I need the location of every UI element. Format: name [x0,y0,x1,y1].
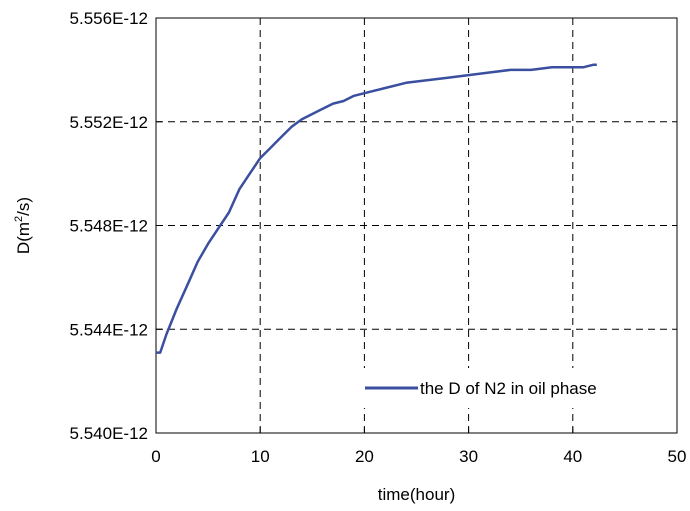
x-tick-label: 0 [151,447,160,466]
x-tick-label: 50 [668,447,687,466]
legend-label: the D of N2 in oil phase [420,379,597,398]
y-axis-title-pre: D(m [14,222,33,254]
x-axis-title: time(hour) [378,485,455,504]
y-axis-title-post: /s) [14,197,33,216]
x-tick-label: 20 [355,447,374,466]
y-tick-label: 5.540E-12 [70,424,148,443]
y-tick-label: 5.556E-12 [70,9,148,28]
series-line-0 [156,63,597,354]
x-tick-label: 30 [459,447,478,466]
x-tick-label: 10 [251,447,270,466]
y-tick-label: 5.552E-12 [70,113,148,132]
y-tick-label: 5.548E-12 [70,217,148,236]
legend: the D of N2 in oil phase [360,368,665,408]
y-axis-title-sup: 2 [13,216,25,222]
y-tick-labels: 5.540E-12 5.544E-12 5.548E-12 5.552E-12 5.55… [70,9,162,443]
y-axis-title: D(m2/s) [13,197,33,254]
grid-lines [156,18,677,433]
x-tick-labels: 0 10 20 30 40 50 [151,427,686,466]
x-tick-label: 40 [563,447,582,466]
y-tick-label: 5.544E-12 [70,320,148,339]
series-layer [156,63,597,354]
